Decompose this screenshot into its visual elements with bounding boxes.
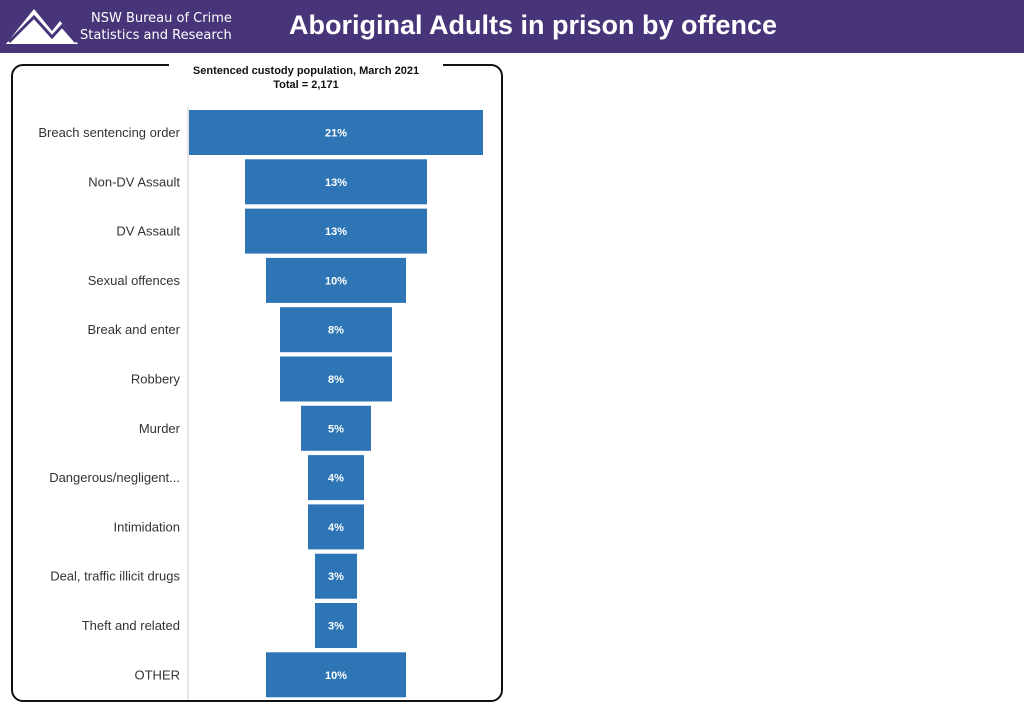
funnel-row: DV Assault 13% <box>116 208 427 254</box>
funnel-bar <box>315 603 357 648</box>
org-line-1: NSW Bureau of Crime <box>91 11 232 26</box>
funnel-bar <box>301 405 371 451</box>
funnel-row: Intimidation 4% <box>114 504 364 550</box>
funnel-bar <box>266 257 406 303</box>
funnel-bar <box>189 110 483 155</box>
funnel-chart: Breach sentencing order 21% Non-DV Assault… <box>38 107 483 700</box>
funnel-bar <box>245 208 427 254</box>
bar-value-label: 3% <box>328 571 344 583</box>
header-bar: NSW Bureau of Crime Statistics and Resea… <box>0 0 1024 53</box>
funnel-row: Dangerous/negligent... 4% <box>49 455 364 501</box>
organization-name: NSW Bureau of Crime Statistics and Resea… <box>80 10 255 44</box>
category-label: DV Assault <box>116 224 180 239</box>
funnel-row: Deal, traffic illicit drugs 3% <box>50 553 357 599</box>
bar-value-label: 10% <box>325 275 347 287</box>
chart-title: Sentenced custody population, March 2021 <box>192 65 420 77</box>
funnel-bar <box>280 356 392 402</box>
bar-value-label: 13% <box>325 177 347 189</box>
category-label: OTHER <box>135 667 181 682</box>
bar-value-label: 3% <box>328 621 344 633</box>
category-label: Murder <box>139 421 181 436</box>
bar-value-label: 5% <box>328 423 344 435</box>
category-label: Non-DV Assault <box>88 174 180 189</box>
funnel-row: Sexual offences 10% <box>88 257 406 303</box>
bar-value-label: 4% <box>328 473 344 485</box>
category-label: Theft and related <box>82 618 180 633</box>
funnel-bar <box>308 504 364 550</box>
bar-value-label: 10% <box>325 670 347 682</box>
funnel-bar <box>266 652 406 698</box>
bar-value-label: 13% <box>325 226 347 238</box>
category-label: Robbery <box>131 372 181 387</box>
funnel-bar <box>308 455 364 501</box>
funnel-row: Murder 5% <box>139 405 371 451</box>
bar-value-label: 21% <box>325 128 347 140</box>
funnel-row: Breach sentencing order 21% <box>38 110 483 155</box>
funnel-row: Non-DV Assault 13% <box>88 159 427 205</box>
bar-value-label: 8% <box>328 374 344 386</box>
category-label: Dangerous/negligent... <box>49 470 180 485</box>
funnel-row: Theft and related 3% <box>82 603 357 648</box>
bar-value-label: 4% <box>328 522 344 534</box>
page-title: Aboriginal Adults in prison by offence <box>289 10 778 40</box>
chart-subtitle: Total = 2,171 <box>273 79 339 91</box>
funnel-bar <box>280 307 392 353</box>
category-label: Breach sentencing order <box>38 125 180 140</box>
funnel-bar <box>245 159 427 205</box>
funnel-row: OTHER 10% <box>135 652 406 698</box>
chart-panel: Breach sentencing order 21% Non-DV Assault… <box>11 62 503 702</box>
category-label: Sexual offences <box>88 273 181 288</box>
category-label: Intimidation <box>114 519 180 534</box>
category-label: Break and enter <box>87 322 180 337</box>
category-label: Deal, traffic illicit drugs <box>50 569 180 584</box>
bocsar-logo-icon <box>6 9 78 44</box>
chart-title-block: Sentenced custody population, March 2021… <box>169 62 443 94</box>
org-line-2: Statistics and Research <box>80 28 232 43</box>
funnel-bar <box>315 553 357 599</box>
funnel-row: Break and enter 8% <box>87 307 392 353</box>
funnel-row: Robbery 8% <box>131 356 392 402</box>
bar-value-label: 8% <box>328 325 344 337</box>
